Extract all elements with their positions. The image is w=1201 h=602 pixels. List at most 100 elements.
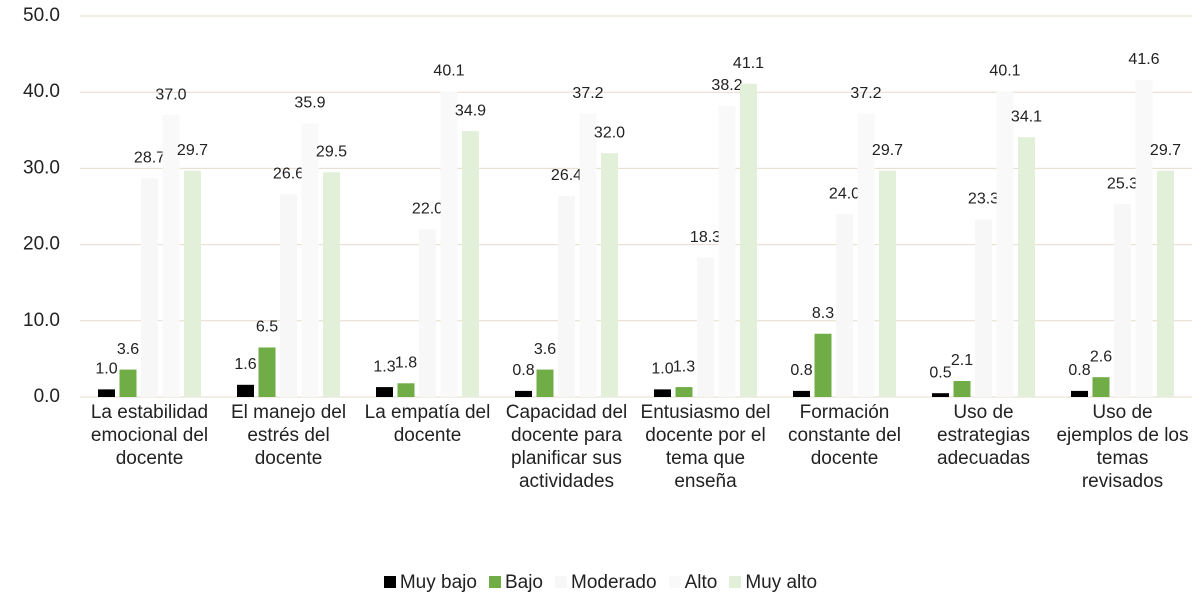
value-label: 1.0 xyxy=(651,361,673,378)
value-label: 34.9 xyxy=(455,102,486,119)
bar xyxy=(1071,390,1088,397)
bar xyxy=(280,194,297,397)
bar xyxy=(579,113,597,397)
value-label: 6.5 xyxy=(256,319,278,336)
bar xyxy=(879,170,896,397)
value-label: 32.0 xyxy=(594,124,625,141)
value-label: 1.3 xyxy=(373,358,395,375)
value-label: 29.7 xyxy=(177,142,208,159)
bar xyxy=(675,387,693,397)
value-label: 38.2 xyxy=(711,77,742,94)
value-label: 8.3 xyxy=(812,305,834,322)
x-tick-label: La empatía del docente xyxy=(364,402,491,446)
value-label: 37.2 xyxy=(850,85,881,102)
bar xyxy=(1135,80,1153,398)
value-label: 2.6 xyxy=(1090,348,1112,365)
value-label: 18.3 xyxy=(690,229,721,246)
legend-swatch xyxy=(668,576,681,588)
bar xyxy=(419,229,436,397)
bar xyxy=(654,389,671,397)
value-label: 23.3 xyxy=(968,191,999,208)
bar xyxy=(718,105,736,397)
bar xyxy=(301,123,319,397)
x-tick-label: La estabilidad emocional del docente xyxy=(90,402,209,469)
bar xyxy=(141,178,158,397)
bar xyxy=(162,115,180,397)
x-tick-label: Formación constante del docente xyxy=(787,402,902,469)
legend-item: Bajo xyxy=(488,572,543,594)
value-label: 26.4 xyxy=(551,167,582,184)
bar xyxy=(857,113,875,397)
value-label: 37.0 xyxy=(155,86,186,103)
bar xyxy=(98,389,115,397)
legend-item: Moderado xyxy=(555,572,657,594)
y-tick-label: 30.0 xyxy=(23,157,60,178)
bar xyxy=(119,369,137,397)
bar xyxy=(536,369,554,397)
value-label: 29.7 xyxy=(1150,142,1181,159)
bar xyxy=(1018,137,1035,397)
bar xyxy=(975,219,992,397)
bar xyxy=(836,214,853,397)
legend: Muy bajo Bajo Moderado Alto Muy alto xyxy=(0,572,1201,594)
bar xyxy=(932,393,949,397)
value-label: 3.6 xyxy=(117,341,139,358)
bar xyxy=(184,170,201,397)
value-label: 41.6 xyxy=(1128,51,1159,68)
value-label: 26.6 xyxy=(273,166,304,183)
bar xyxy=(515,390,532,397)
y-tick-label: 40.0 xyxy=(23,81,60,102)
y-tick-label: 0.0 xyxy=(34,386,60,407)
legend-item: Muy bajo xyxy=(383,572,477,594)
x-tick-label: Entusiasmo del docente por el tema que e… xyxy=(640,402,771,492)
value-label: 3.6 xyxy=(534,341,556,358)
legend-item: Muy alto xyxy=(729,572,817,594)
bar xyxy=(793,390,810,397)
bar xyxy=(1114,204,1131,397)
value-label: 40.1 xyxy=(989,63,1020,80)
bar xyxy=(601,153,618,397)
value-label: 0.8 xyxy=(512,362,534,379)
value-label: 29.5 xyxy=(316,143,347,160)
legend-swatch xyxy=(729,576,742,588)
bar xyxy=(376,387,393,397)
value-label: 1.3 xyxy=(673,358,695,375)
bar xyxy=(237,384,254,397)
bar xyxy=(740,83,757,398)
legend-label: Moderado xyxy=(571,572,657,593)
bar xyxy=(258,347,276,397)
bar xyxy=(440,91,458,398)
value-label: 41.1 xyxy=(733,55,764,72)
value-label: 2.1 xyxy=(951,352,973,369)
legend-swatch xyxy=(488,576,501,588)
value-label: 24.0 xyxy=(829,185,860,202)
value-label: 1.6 xyxy=(234,356,256,373)
x-tick-label: Capacidad del docente para planificar su… xyxy=(505,402,628,492)
bar xyxy=(558,195,575,397)
bar xyxy=(462,131,479,397)
value-label: 29.7 xyxy=(872,142,903,159)
y-tick-label: 20.0 xyxy=(23,234,60,255)
bar xyxy=(397,383,415,397)
bar xyxy=(814,333,832,397)
x-tick-label: El manejo del estrés del docente xyxy=(230,402,347,469)
legend-label: Alto xyxy=(684,572,718,593)
legend-swatch xyxy=(555,576,567,588)
value-label: 25.3 xyxy=(1107,175,1138,192)
bar xyxy=(1157,170,1174,397)
bar xyxy=(996,91,1014,398)
bar xyxy=(1092,377,1110,397)
value-label: 22.0 xyxy=(412,201,443,218)
legend-label: Muy bajo xyxy=(399,572,477,593)
value-label: 1.0 xyxy=(95,361,117,378)
bar xyxy=(697,257,714,397)
value-label: 0.8 xyxy=(790,362,812,379)
value-label: 40.1 xyxy=(433,63,464,80)
value-label: 0.8 xyxy=(1068,362,1090,379)
x-tick-label: Uso de ejemplos de los temas revisados xyxy=(1056,402,1189,492)
value-label: 37.2 xyxy=(572,85,603,102)
x-tick-label: Uso de estrategias adecuadas xyxy=(937,402,1030,469)
value-label: 28.7 xyxy=(134,150,165,167)
